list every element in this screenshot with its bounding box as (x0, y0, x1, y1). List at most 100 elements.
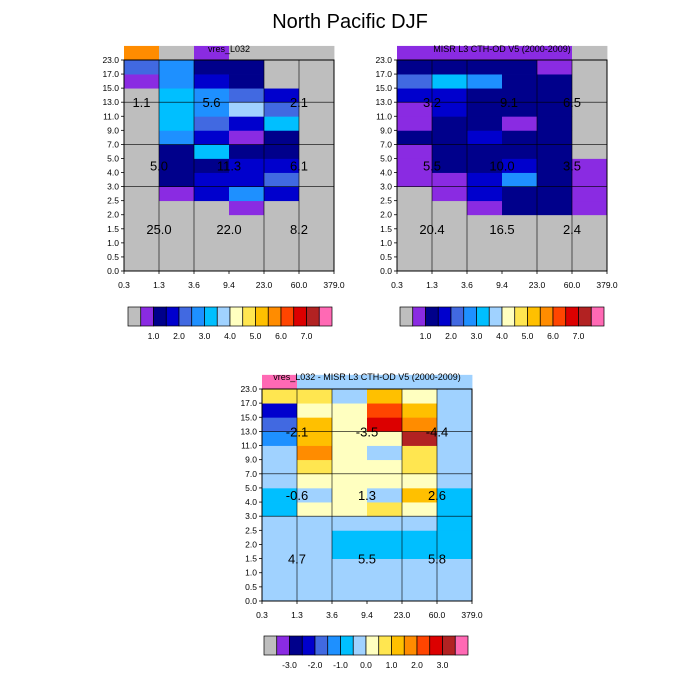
x-tick-label: 9.4 (496, 280, 508, 290)
heatmap-cell (124, 130, 160, 145)
heatmap-cell (437, 459, 473, 475)
heatmap-cell (367, 502, 403, 517)
y-tick-label: 2.5 (380, 196, 392, 206)
colorbar-swatch (263, 635, 278, 656)
heatmap-cell (432, 102, 468, 117)
heatmap-cell (262, 502, 298, 517)
heatmap-cell (229, 88, 265, 103)
heatmap-cell (332, 431, 368, 446)
heatmap-cell (159, 186, 195, 202)
y-tick-label: 0.5 (380, 252, 392, 262)
y-tick-label: 2.5 (245, 525, 257, 535)
heatmap-cell (502, 172, 538, 187)
heatmap-cell (572, 88, 608, 103)
heatmap-cell (124, 116, 160, 131)
heatmap-cell (502, 186, 538, 202)
heatmap-cell (572, 214, 608, 230)
colorbar-label: 0.0 (360, 660, 372, 670)
heatmap-cell (467, 88, 503, 103)
heatmap-cell (297, 459, 333, 475)
heatmap-cell (467, 242, 503, 258)
heatmap-cell (367, 516, 403, 531)
heatmap-cell (397, 158, 433, 173)
heatmap-cell (332, 417, 368, 432)
heatmap-cell (437, 530, 473, 545)
cell-value-label: 5.6 (202, 95, 220, 110)
cell-value-label: -2.1 (286, 424, 308, 439)
cell-value-label: -4.4 (426, 424, 448, 439)
heatmap-cell (264, 200, 300, 216)
heatmap-cell (397, 242, 433, 258)
heatmap-cell (299, 242, 335, 258)
heatmap-cell (432, 214, 468, 230)
y-tick-label: 1.5 (245, 554, 257, 564)
heatmap-cell (402, 516, 438, 531)
colorbar-label: 4.0 (496, 331, 508, 341)
x-tick-label: 23.0 (256, 280, 273, 290)
y-tick-label: 7.0 (245, 469, 257, 479)
heatmap-cell (437, 544, 473, 559)
heatmap-cell (194, 130, 230, 145)
colorbar-label: 3.0 (199, 331, 211, 341)
heatmap-cell (397, 200, 433, 216)
heatmap-cell (229, 186, 265, 202)
y-tick-label: 1.5 (107, 224, 119, 234)
panel-1: 0.0 0.5 1.0 1.5 2.0 2.5 3.0 4.0 5.0 7.0 9.0 11.0 13.… (102, 44, 344, 290)
y-tick-label: 23.0 (102, 55, 119, 65)
y-tick-label: 13.0 (375, 97, 392, 107)
colorbar-swatch (267, 306, 282, 327)
heatmap-cell (262, 459, 298, 475)
cell-value-label: 3.5 (563, 159, 581, 174)
heatmap-cell (194, 144, 230, 159)
colorbar-swatch (165, 306, 180, 327)
colorbar-swatch (539, 306, 554, 327)
y-tick-label: 1.5 (380, 224, 392, 234)
heatmap-cell (572, 172, 608, 187)
heatmap-cell (194, 214, 230, 230)
heatmap-cell (367, 572, 403, 588)
colorbar-swatch (229, 306, 244, 327)
heatmap-cell (124, 242, 160, 258)
cell-value-label: 4.7 (288, 552, 306, 567)
colorbar-swatch (242, 306, 256, 327)
heatmap-cell (437, 473, 473, 489)
colorbar-label: 1.0 (148, 331, 160, 341)
y-tick-label: 13.0 (240, 426, 257, 436)
heatmap-cell (159, 242, 195, 258)
colorbar-swatch (450, 306, 465, 327)
heatmap-cell (367, 487, 403, 503)
heatmap-cell (332, 586, 368, 602)
heatmap-cell (124, 45, 160, 61)
y-tick-label: 17.0 (102, 69, 119, 79)
heatmap-cell (502, 228, 538, 244)
colorbar-swatch (127, 306, 142, 327)
heatmap-cell (402, 389, 438, 404)
heatmap-cell (194, 172, 230, 187)
heatmap-cell (367, 374, 403, 390)
heatmap-cell (432, 186, 468, 202)
panel-title: vres_L032 (208, 44, 250, 54)
colorbar-swatch (204, 306, 218, 327)
heatmap-cell (402, 431, 438, 446)
y-tick-label: 1.0 (107, 238, 119, 248)
heatmap-cell (437, 502, 473, 517)
x-tick-label: 23.0 (394, 610, 411, 620)
heatmap-cell (537, 60, 573, 75)
heatmap-cell (297, 403, 333, 418)
heatmap-cell (194, 74, 230, 89)
heatmap-cell (229, 45, 265, 61)
y-tick-label: 3.0 (245, 511, 257, 521)
heatmap-cell (124, 88, 160, 103)
heatmap-cell (572, 242, 608, 258)
heatmap-cell (229, 214, 265, 230)
heatmap-cell (264, 256, 300, 272)
heatmap-cell (262, 473, 298, 489)
y-tick-label: 9.0 (107, 125, 119, 135)
heatmap-cell (194, 45, 230, 61)
colorbar-swatch (352, 635, 367, 656)
x-tick-label: 0.3 (256, 610, 268, 620)
heatmap-cell (332, 374, 368, 390)
cell-value-label: 3.2 (423, 95, 441, 110)
heatmap-cell (432, 228, 468, 244)
